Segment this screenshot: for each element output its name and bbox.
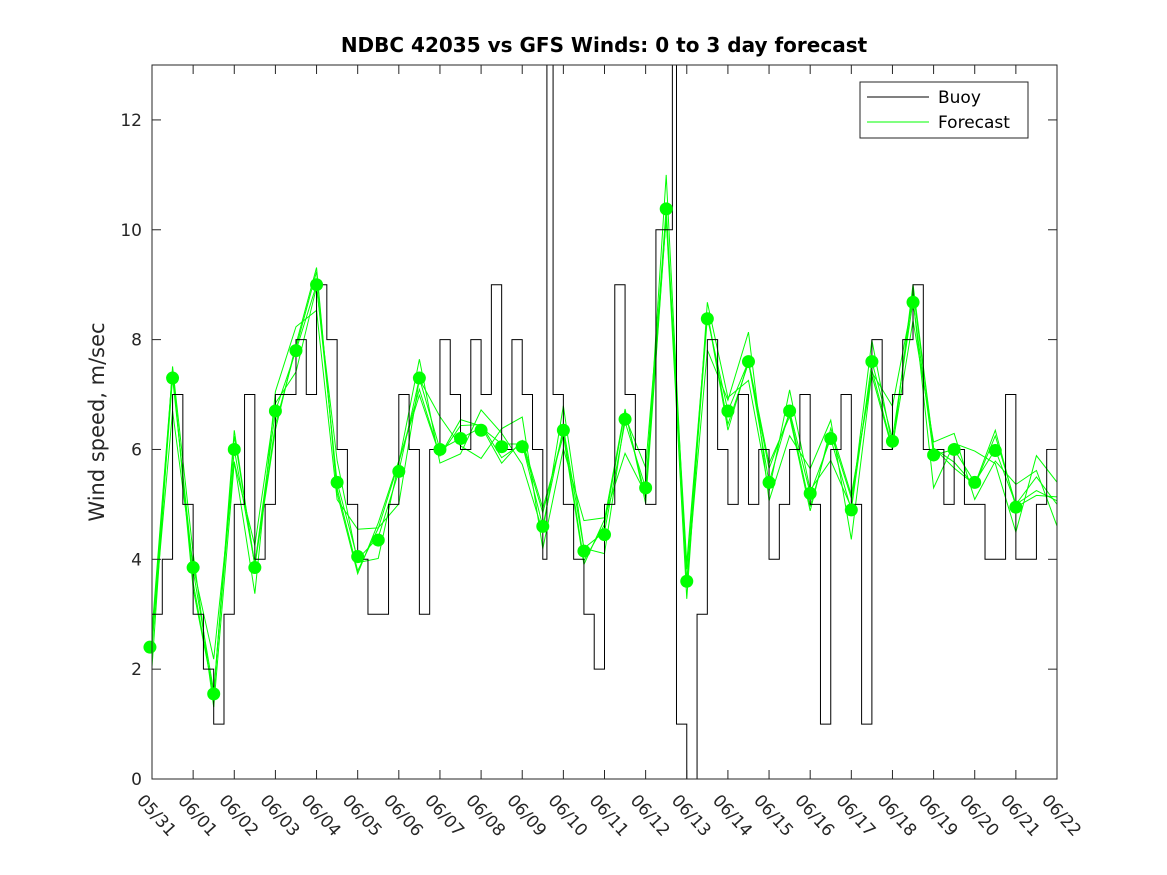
forecast-markers xyxy=(143,202,1023,701)
forecast-marker xyxy=(351,550,365,564)
forecast-marker xyxy=(433,442,447,456)
forecast-marker xyxy=(556,423,570,437)
forecast-marker xyxy=(412,371,426,385)
forecast-marker xyxy=(803,486,817,500)
forecast-marker xyxy=(598,528,611,542)
forecast-marker xyxy=(330,475,344,489)
legend: Buoy Forecast xyxy=(859,81,1029,139)
forecast-marker xyxy=(947,442,961,456)
forecast-marker xyxy=(536,519,550,533)
forecast-marker xyxy=(680,574,694,588)
forecast-marker xyxy=(371,533,385,547)
legend-box xyxy=(859,81,1029,139)
forecast-marker xyxy=(248,561,262,575)
forecast-marker xyxy=(227,442,241,456)
forecast-marker xyxy=(659,202,673,216)
forecast-marker xyxy=(741,355,755,369)
y-tick-label: 10 xyxy=(120,221,142,241)
forecast-marker xyxy=(310,278,324,292)
forecast-marker xyxy=(988,444,1002,458)
y-tick-label: 2 xyxy=(131,660,142,680)
forecast-marker xyxy=(824,431,838,445)
forecast-marker xyxy=(906,295,920,309)
forecast-marker xyxy=(700,312,714,326)
forecast-marker xyxy=(721,404,735,418)
forecast-marker xyxy=(392,464,406,478)
forecast-marker xyxy=(783,404,797,418)
forecast-marker xyxy=(577,544,591,558)
forecast-marker xyxy=(515,440,529,454)
y-tick-label: 6 xyxy=(131,440,142,460)
forecast-marker xyxy=(865,355,879,369)
forecast-marker xyxy=(495,440,509,454)
y-tick-label: 8 xyxy=(131,331,142,351)
plot-area xyxy=(152,65,1057,779)
forecast-marker xyxy=(268,404,282,418)
forecast-marker xyxy=(639,481,653,495)
y-axis-label: Wind speed, m/sec xyxy=(85,322,109,521)
forecast-marker xyxy=(844,503,858,517)
forecast-marker xyxy=(1009,500,1023,514)
forecast-marker xyxy=(618,412,632,426)
legend-label-buoy: Buoy xyxy=(938,88,981,108)
forecast-marker xyxy=(166,371,180,385)
chart-title: NDBC 42035 vs GFS Winds: 0 to 3 day fore… xyxy=(341,33,868,57)
forecast-marker xyxy=(454,431,468,445)
forecast-marker xyxy=(186,561,200,575)
forecast-marker xyxy=(289,344,303,358)
forecast-marker xyxy=(968,475,982,489)
forecast-marker xyxy=(927,448,941,462)
y-tick-label: 12 xyxy=(120,111,142,131)
y-tick-label: 4 xyxy=(131,550,142,570)
forecast-marker xyxy=(207,687,221,701)
y-axis: 0 2 4 6 8 10 12 xyxy=(120,111,1057,790)
legend-label-forecast: Forecast xyxy=(938,113,1010,133)
forecast-marker xyxy=(762,475,776,489)
y-tick-label: 0 xyxy=(131,770,142,790)
forecast-marker xyxy=(143,640,157,654)
forecast-marker xyxy=(885,434,899,448)
forecast-marker xyxy=(474,423,488,437)
